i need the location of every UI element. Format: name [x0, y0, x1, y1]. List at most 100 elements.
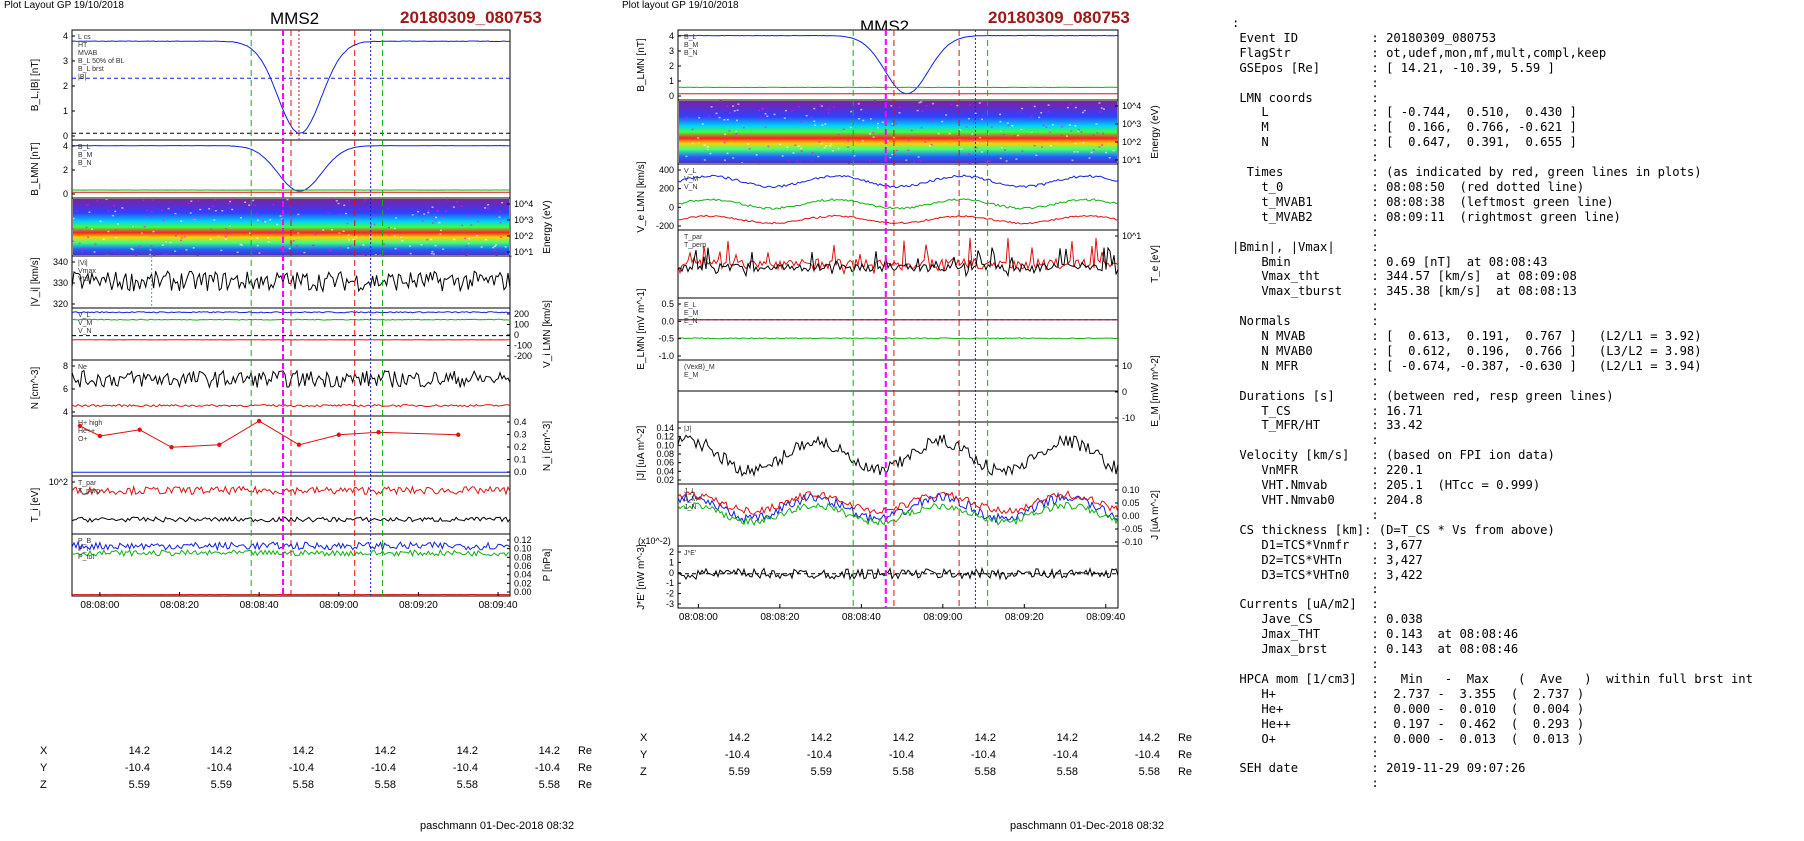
series-T_perp — [71, 516, 511, 523]
spectrogram-speck — [445, 210, 448, 213]
spectrogram-speck — [339, 248, 342, 251]
info-line: Vmax_tburst : 345.38 [km/s] at 08:08:13 — [1232, 284, 1577, 299]
spectrogram-speck — [338, 232, 341, 234]
info-line: : — [1232, 75, 1379, 90]
legend-entry: B_M — [684, 42, 699, 49]
info-line: L : [ -0.744, 0.510, 0.430 ] — [1232, 105, 1577, 120]
y-tick-label: -100 — [514, 341, 532, 351]
spectrogram-speck — [945, 114, 948, 116]
spectrogram-speck — [853, 155, 856, 157]
spectrogram-speck — [121, 207, 124, 209]
y-tick-label: 200 — [659, 184, 674, 194]
spectrogram-speck — [493, 245, 496, 248]
spectrogram-speck — [842, 128, 845, 130]
spectrogram-speck — [1074, 125, 1077, 127]
spectrogram-speck — [1098, 146, 1101, 148]
spectrogram-speck — [214, 199, 217, 201]
y-tick-label: 0 — [63, 131, 68, 141]
series-T_perp — [677, 246, 1119, 278]
spectrogram-speck — [393, 235, 396, 237]
spectrogram-speck — [714, 114, 717, 116]
right-layout-header: Plot layout GP 19/10/2018 — [622, 0, 739, 11]
series-T_par — [677, 237, 1119, 276]
spectrogram-speck — [504, 246, 507, 248]
spectrogram-speck — [258, 215, 261, 218]
spectrogram-speck — [813, 107, 816, 110]
y-tick-label: 0.10 — [656, 440, 674, 450]
spectrogram-speck — [1069, 103, 1072, 105]
spectrogram-speck — [220, 249, 223, 252]
info-line: : — [1232, 16, 1240, 30]
spectrogram-speck — [151, 199, 154, 201]
spectrogram-speck — [920, 126, 923, 129]
coord-value: -10.4 — [206, 761, 232, 774]
coord-value: 5.58 — [456, 778, 478, 791]
spectrogram-speck — [280, 247, 283, 250]
spectrogram-speck — [1020, 128, 1023, 131]
spectrogram-speck — [142, 199, 145, 202]
spectrogram-speck — [1081, 111, 1084, 114]
spectrogram-speck — [94, 243, 97, 245]
coord-value: 5.59 — [210, 778, 232, 791]
y-tick-label: 400 — [659, 165, 674, 175]
spectrogram-speck — [475, 235, 478, 237]
spectrogram-speck — [1098, 111, 1101, 113]
spectrogram-speck — [697, 115, 700, 117]
spectrogram-speck — [1096, 132, 1099, 134]
spectrogram-speck — [373, 223, 376, 226]
spectrogram-speck — [268, 231, 271, 233]
spectrogram-speck — [932, 102, 935, 105]
spectrogram-speck — [431, 206, 434, 208]
coord-value: 14.2 — [892, 731, 914, 744]
y-tick-label: 0.2 — [514, 442, 527, 452]
y-tick-label: 330 — [53, 278, 68, 288]
y-tick-label: 2 — [63, 165, 68, 175]
info-line: D1=TCS*Vnmfr : 3,677 — [1232, 537, 1423, 552]
info-line: : — [1232, 776, 1379, 791]
spectrogram-speck — [766, 115, 769, 118]
panel-8: 210-1-2-3 J*E' [nW m^-3] J*E' (x10^-2) — [636, 536, 1119, 610]
spectrogram-speck — [244, 201, 247, 204]
spectrogram-speck — [931, 119, 934, 122]
spectrogram-speck — [1014, 118, 1017, 121]
y-tick-label: 0.5 — [661, 299, 674, 309]
spectrogram-speck — [236, 251, 239, 253]
y-tick-label: 2 — [63, 81, 68, 91]
spectrogram-speck — [962, 137, 965, 139]
spectrogram-speck — [328, 248, 331, 251]
spectrogram-speck — [174, 250, 177, 252]
spectrogram-speck — [737, 103, 740, 105]
y-tick-label: -1 — [666, 578, 674, 588]
spectrogram-speck — [192, 247, 195, 249]
spectrogram-speck — [387, 226, 390, 229]
spectrogram-speck — [895, 149, 898, 152]
y-tick-label: 0.10 — [514, 544, 532, 554]
spectrogram-speck — [426, 238, 429, 241]
info-line: Jmax_brst : 0.143 at 08:08:46 — [1232, 642, 1519, 657]
spectrogram-speck — [231, 208, 234, 211]
spectrogram-speck — [152, 230, 155, 233]
spectrogram-speck — [464, 237, 467, 240]
info-line: H+ : 2.737 - 3.355 ( 2.737 ) — [1232, 686, 1585, 701]
y-tick-label: 10^2 — [49, 477, 68, 487]
spectrogram-speck — [917, 156, 920, 158]
info-line: Durations [s] : (between red, resp green… — [1232, 388, 1614, 403]
spectrogram-speck — [355, 235, 358, 238]
spectrogram-speck — [697, 137, 700, 139]
spectrogram-speck — [113, 249, 116, 252]
spectrogram-speck — [114, 229, 117, 231]
spectrogram-speck — [781, 155, 784, 157]
y-tick-label: -2 — [666, 589, 674, 599]
coord-value: 14.2 — [974, 731, 996, 744]
spectrogram-speck — [72, 240, 75, 242]
spectrogram-speck — [761, 108, 764, 110]
spectrogram-speck — [1035, 154, 1038, 157]
legend-entry: B_M — [78, 152, 93, 159]
spectrogram-speck — [339, 214, 342, 216]
spectrogram-speck — [767, 145, 770, 148]
spectrogram-speck — [820, 105, 823, 107]
spectrogram-speck — [810, 160, 813, 163]
spectrogram-speck — [968, 104, 971, 106]
